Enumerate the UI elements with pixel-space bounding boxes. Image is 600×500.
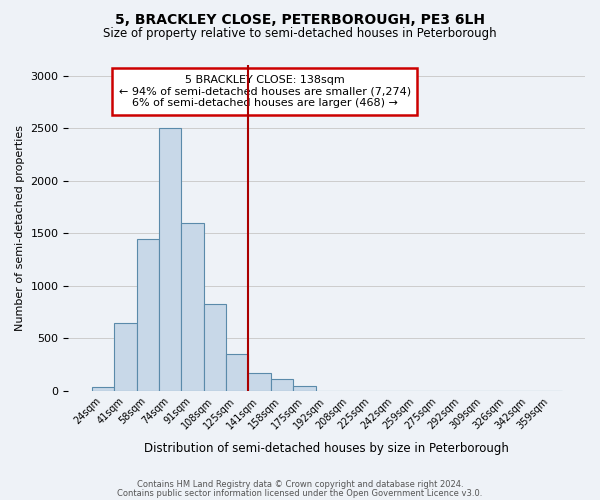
Text: Size of property relative to semi-detached houses in Peterborough: Size of property relative to semi-detach… <box>103 28 497 40</box>
Bar <box>360 390 383 391</box>
Text: Contains HM Land Registry data © Crown copyright and database right 2024.: Contains HM Land Registry data © Crown c… <box>137 480 463 489</box>
Bar <box>226 354 248 391</box>
Bar <box>92 387 114 391</box>
Bar <box>293 386 316 391</box>
Bar <box>316 390 338 391</box>
Bar <box>204 304 226 391</box>
Text: 5 BRACKLEY CLOSE: 138sqm
← 94% of semi-detached houses are smaller (7,274)
6% of: 5 BRACKLEY CLOSE: 138sqm ← 94% of semi-d… <box>119 75 411 108</box>
Bar <box>114 322 137 391</box>
Bar <box>181 223 204 391</box>
Bar <box>159 128 181 391</box>
Y-axis label: Number of semi-detached properties: Number of semi-detached properties <box>15 125 25 331</box>
Bar <box>248 373 271 391</box>
Text: 5, BRACKLEY CLOSE, PETERBOROUGH, PE3 6LH: 5, BRACKLEY CLOSE, PETERBOROUGH, PE3 6LH <box>115 12 485 26</box>
Bar <box>405 390 427 391</box>
Text: Contains public sector information licensed under the Open Government Licence v3: Contains public sector information licen… <box>118 488 482 498</box>
X-axis label: Distribution of semi-detached houses by size in Peterborough: Distribution of semi-detached houses by … <box>144 442 509 455</box>
Bar <box>271 379 293 391</box>
Bar <box>137 238 159 391</box>
Bar <box>338 390 360 391</box>
